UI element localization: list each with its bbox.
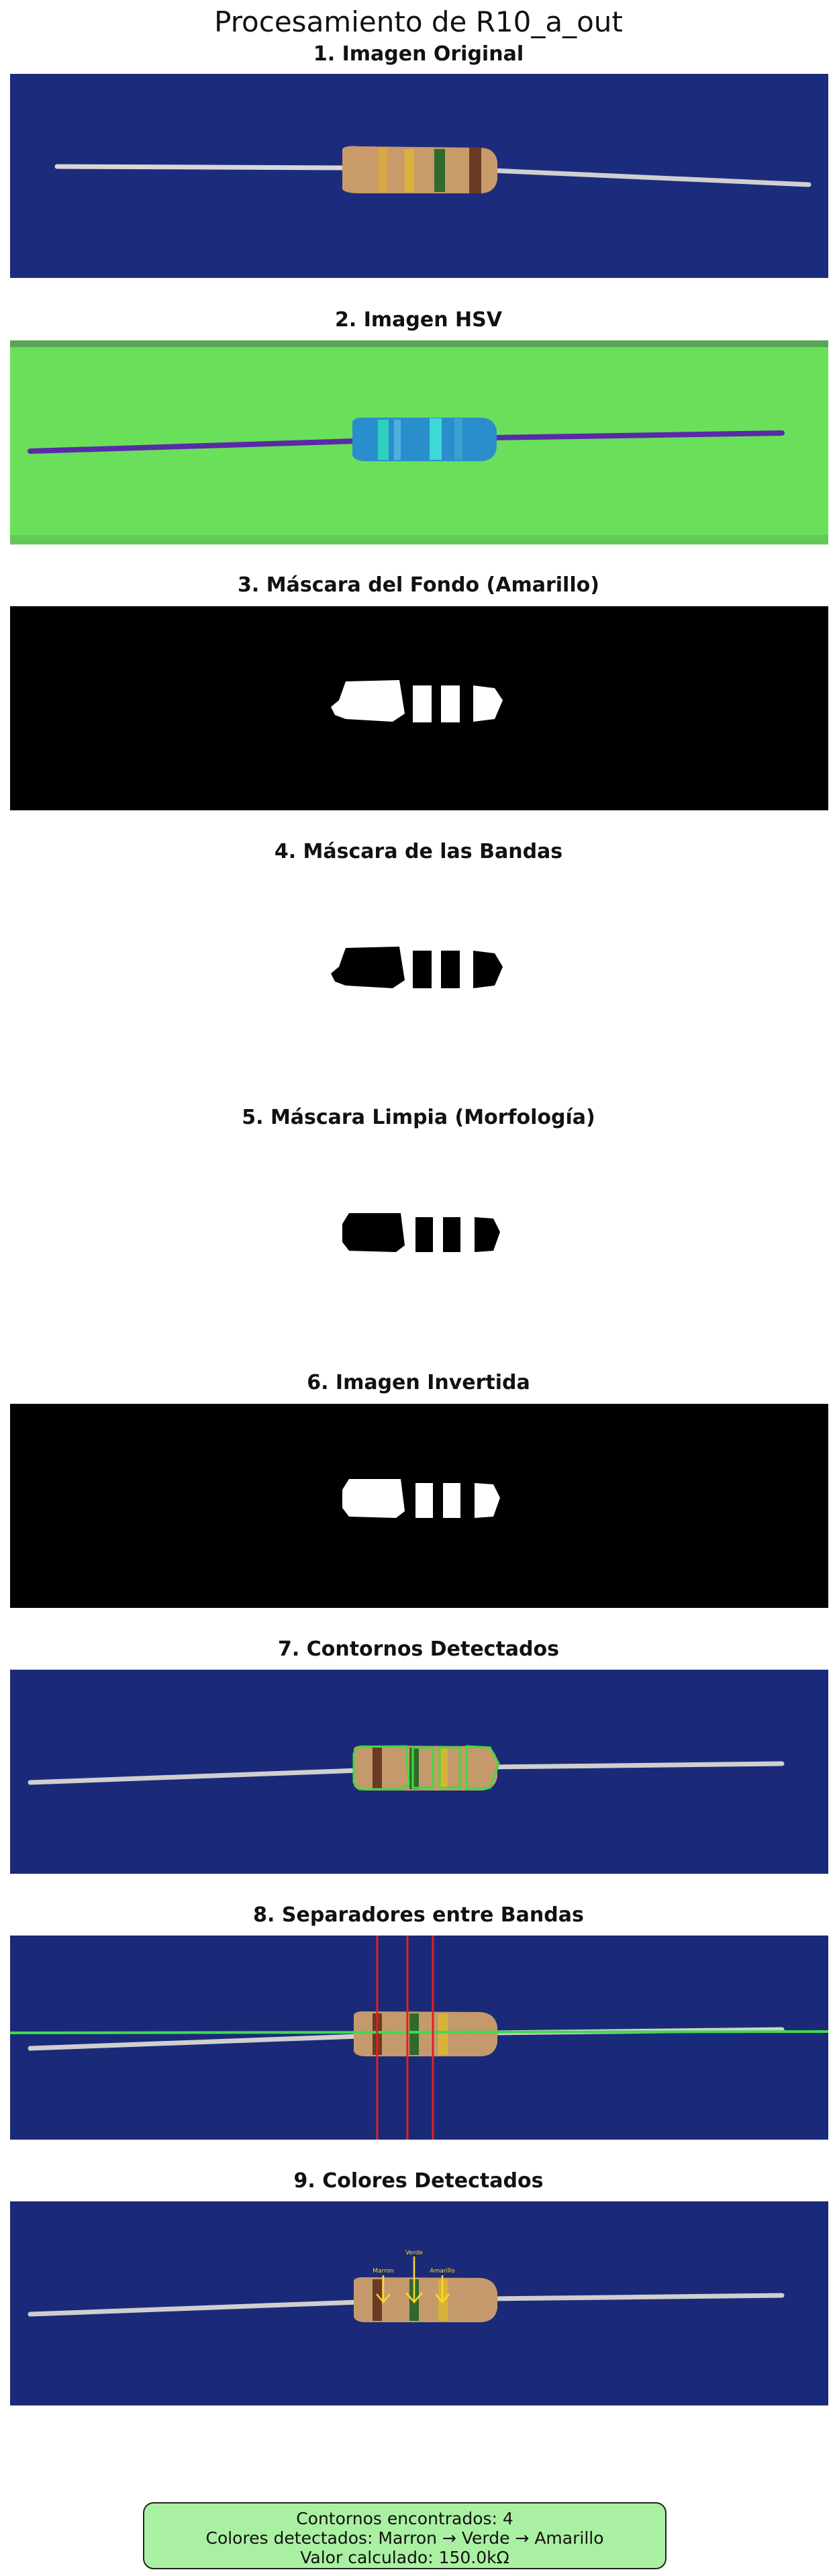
summary-value: Valor calculado: 150.0kΩ: [300, 2548, 509, 2567]
panel-4-title: 4. Máscara de las Bandas: [274, 840, 563, 863]
annotation-band-2: Verde: [405, 2250, 423, 2256]
panel-8-title: 8. Separadores entre Bandas: [253, 1903, 584, 1927]
panel-clean-mask: [10, 1138, 828, 1342]
panel-inverted-image: [10, 1404, 828, 1608]
panel-5-title: 5. Máscara Limpia (Morfología): [242, 1106, 595, 1129]
panel-detected-colors-image: Marron Verde Amarillo: [10, 2201, 828, 2405]
summary-colors: Colores detectados: Marron → Verde → Ama…: [205, 2528, 604, 2548]
panel-6-title: 6. Imagen Invertida: [307, 1371, 530, 1394]
panel-1-title: 1. Imagen Original: [313, 42, 524, 66]
panel-hsv-image: [10, 340, 828, 544]
panel-2-title: 2. Imagen HSV: [335, 308, 502, 332]
panel-7-title: 7. Contornos Detectados: [278, 1637, 559, 1661]
summary-box: Contornos encontrados: 4 Colores detecta…: [143, 2502, 667, 2569]
panel-9-title: 9. Colores Detectados: [293, 2169, 544, 2193]
panel-contours-image: [10, 1670, 828, 1874]
annotation-band-3: Amarillo: [430, 2268, 455, 2275]
panel-separators-image: [10, 1936, 828, 2140]
summary-contours: Contornos encontrados: 4: [296, 2509, 513, 2528]
panel-bands-mask: [10, 873, 828, 1077]
annotation-band-1: Marron: [373, 2268, 394, 2275]
panel-3-title: 3. Máscara del Fondo (Amarillo): [238, 573, 599, 597]
figure-title: Procesamiento de R10_a_out: [214, 5, 623, 38]
panel-original-image: [10, 74, 828, 278]
panel-background-mask: [10, 606, 828, 810]
